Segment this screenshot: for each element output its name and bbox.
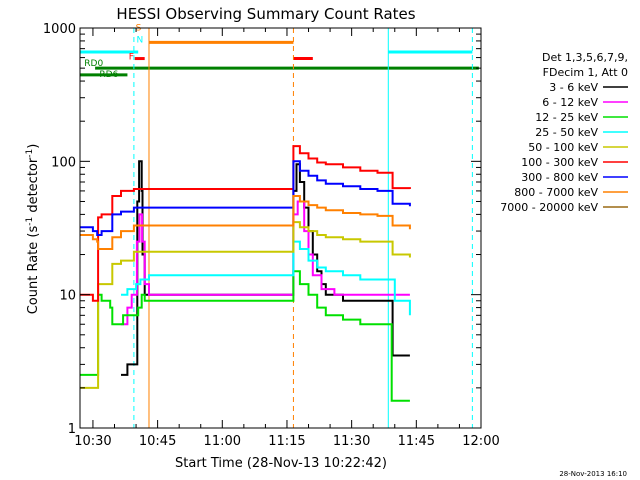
- series-line-2: [80, 270, 410, 402]
- x-tick-label-4: 11:30: [333, 434, 370, 449]
- axis-layer: 10:30 10:45 11:00 11:15 11:30 11:45 12:00 1 10 10…: [43, 22, 500, 449]
- y-label-main: Count Rate (s: [26, 226, 41, 315]
- legend-header-line-1: Det 1,3,5,6,7,9,: [542, 51, 628, 64]
- series-line-0: [121, 160, 410, 376]
- footer-date: 28-Nov-2013 16:10: [559, 470, 627, 478]
- flag-label-2: F: [129, 53, 134, 63]
- legend-label-1: 6 - 12 keV: [542, 96, 598, 109]
- y-tick-label-3: 1000: [43, 22, 76, 37]
- legend-label-0: 3 - 6 keV: [549, 81, 598, 94]
- legend-label-7: 800 - 7000 keV: [514, 186, 598, 199]
- legend-label-5: 100 - 300 keV: [521, 156, 598, 169]
- x-tick-label-2: 11:00: [204, 434, 241, 449]
- legend-header-line-2: FDecim 1, Att 0: [543, 66, 628, 79]
- series-line-5: [80, 145, 411, 302]
- flag-label-0: RD0: [84, 59, 103, 69]
- series-line-7: [80, 195, 411, 250]
- flag-label-4: N: [136, 35, 143, 45]
- legend-label-8: 7000 - 20000 keV: [500, 201, 598, 214]
- plot-frame: [79, 27, 482, 429]
- x-tick-label-5: 11:45: [398, 434, 435, 449]
- y-label-end: ): [26, 144, 41, 149]
- legend-label-6: 300 - 800 keV: [521, 171, 598, 184]
- legend-label-4: 50 - 100 keV: [528, 141, 598, 154]
- y-tick-label-0: 1: [68, 422, 76, 437]
- y-label-sup2: -1: [25, 149, 35, 158]
- y-tick-label-2: 100: [51, 155, 76, 170]
- series-line-3: [121, 240, 411, 316]
- x-tick-label-0: 10:30: [74, 434, 111, 449]
- y-label-sup1: -1: [25, 217, 35, 226]
- series-line-4: [80, 221, 411, 389]
- y-axis-label: Count Rate (s-1 detector-1): [25, 144, 41, 315]
- legend-layer: 3 - 6 keV 6 - 12 keV 12 - 25 keV 25 - 50 ke…: [500, 81, 628, 214]
- y-label-mid: detector: [26, 157, 41, 217]
- series-line-1: [121, 200, 410, 326]
- x-tick-label-6: 12:00: [462, 434, 499, 449]
- x-axis-label: Start Time (28-Nov-13 10:22:42): [175, 456, 387, 471]
- legend-label-2: 12 - 25 keV: [535, 111, 598, 124]
- series-line-6: [80, 160, 411, 236]
- y-tick-label-1: 10: [59, 289, 76, 304]
- x-tick-label-1: 10:45: [139, 434, 176, 449]
- legend-label-3: 25 - 50 keV: [535, 126, 598, 139]
- flag-label-1: RD6: [99, 70, 118, 80]
- chart-title: HESSI Observing Summary Count Rates: [116, 5, 415, 23]
- x-tick-label-3: 11:15: [268, 434, 305, 449]
